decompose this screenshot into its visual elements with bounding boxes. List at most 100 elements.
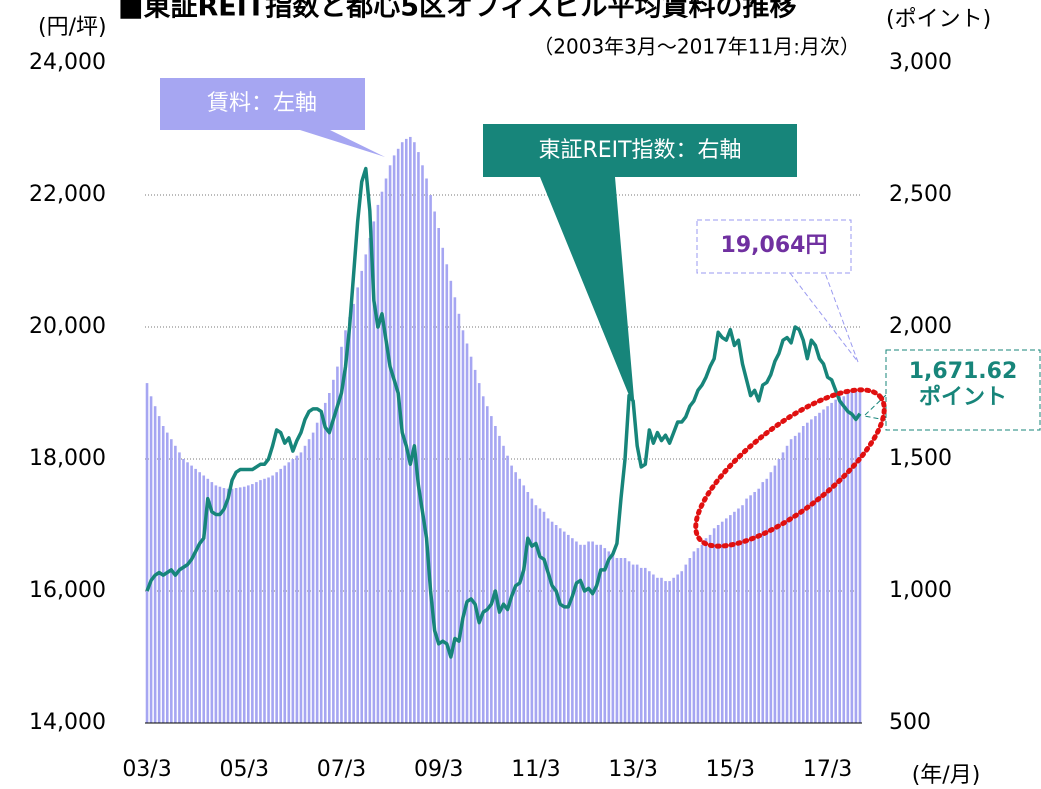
- bar: [469, 356, 473, 723]
- bar: [773, 465, 777, 723]
- bar: [295, 455, 299, 723]
- bar: [490, 416, 493, 723]
- x-axis-title: (年/月): [912, 763, 981, 788]
- bar: [648, 571, 651, 723]
- bar: [238, 487, 242, 723]
- bar: [571, 538, 574, 723]
- subtitle: （2003年3月～2017年11月:月次）: [533, 35, 860, 59]
- bar: [765, 478, 769, 723]
- bar: [793, 435, 797, 723]
- bar: [421, 165, 424, 724]
- bar: [785, 445, 789, 723]
- bar: [846, 393, 850, 723]
- bar: [198, 472, 201, 723]
- bar: [376, 204, 380, 723]
- bar: [287, 462, 291, 723]
- bar: [753, 492, 756, 723]
- bar: [733, 511, 736, 723]
- bar: [814, 416, 817, 723]
- bar: [392, 155, 396, 723]
- bar: [567, 534, 570, 723]
- bar: [332, 379, 335, 723]
- bar: [826, 406, 829, 723]
- bar: [396, 148, 400, 724]
- bar: [251, 484, 254, 723]
- bar: [558, 528, 562, 723]
- chart-title: ■東証REIT指数と都心5区オフィスビル平均賃料の推移: [118, 0, 796, 23]
- bar: [145, 383, 149, 723]
- bar: [830, 402, 833, 723]
- bar: [838, 396, 842, 723]
- reit-last-label: ポイント: [919, 384, 1007, 410]
- bar: [336, 366, 339, 723]
- bar: [822, 409, 825, 723]
- bar: [356, 287, 359, 723]
- bar: [425, 178, 428, 723]
- bar: [437, 228, 440, 723]
- bar: [599, 544, 603, 723]
- bar: [858, 388, 862, 723]
- bar: [818, 412, 821, 723]
- bar: [562, 531, 566, 723]
- bar: [688, 558, 692, 723]
- bar: [165, 432, 169, 723]
- bar: [194, 468, 197, 723]
- bar: [546, 518, 550, 723]
- bar: [344, 330, 347, 723]
- bar: [271, 475, 274, 723]
- reit-last-box: [885, 349, 1041, 431]
- bar: [660, 577, 663, 723]
- bar: [263, 478, 266, 723]
- x-tick-label: 05/3: [220, 757, 269, 782]
- bar: [494, 426, 497, 723]
- bar: [234, 488, 238, 723]
- bar: [417, 152, 420, 724]
- bar: [380, 191, 384, 723]
- bar: [810, 419, 813, 723]
- bar: [174, 445, 177, 723]
- bar: [413, 142, 416, 723]
- bar: [506, 455, 509, 723]
- bar: [372, 221, 376, 723]
- bar: [477, 383, 481, 723]
- reit-callout: [483, 124, 797, 410]
- y2-tick-label: 2,000: [889, 314, 952, 339]
- bar: [692, 551, 696, 723]
- bar: [328, 393, 331, 723]
- bar: [583, 544, 586, 723]
- bar: [202, 475, 206, 723]
- bar: [267, 477, 270, 723]
- bar: [255, 482, 258, 723]
- y-tick-label: 24,000: [29, 50, 106, 75]
- rent-last-box: [696, 219, 852, 274]
- bar: [465, 343, 469, 723]
- bar: [587, 541, 590, 723]
- bar: [700, 544, 704, 723]
- reit-last-label: 1,671.62: [909, 359, 1018, 384]
- bar: [741, 505, 744, 723]
- y2-tick-label: 3,000: [889, 50, 952, 75]
- bar: [481, 396, 485, 723]
- highlight-ellipse: [693, 387, 887, 549]
- bar: [789, 439, 793, 723]
- bar: [672, 577, 675, 723]
- bar: [186, 462, 189, 723]
- bar: [708, 534, 712, 723]
- bar: [299, 452, 303, 723]
- bar: [737, 508, 740, 723]
- rent-callout-text: 賃料：左軸: [207, 91, 317, 116]
- bar: [283, 465, 287, 723]
- bar: [222, 488, 226, 723]
- bar: [441, 247, 445, 724]
- x-tick-label: 17/3: [803, 757, 852, 782]
- bar: [473, 369, 477, 723]
- x-tick-label: 15/3: [706, 757, 755, 782]
- bar: [149, 396, 153, 723]
- bar: [498, 435, 501, 723]
- bar: [311, 432, 315, 723]
- bar: [502, 445, 505, 723]
- bar: [676, 574, 679, 723]
- bar: [182, 459, 185, 723]
- line: [145, 166, 862, 659]
